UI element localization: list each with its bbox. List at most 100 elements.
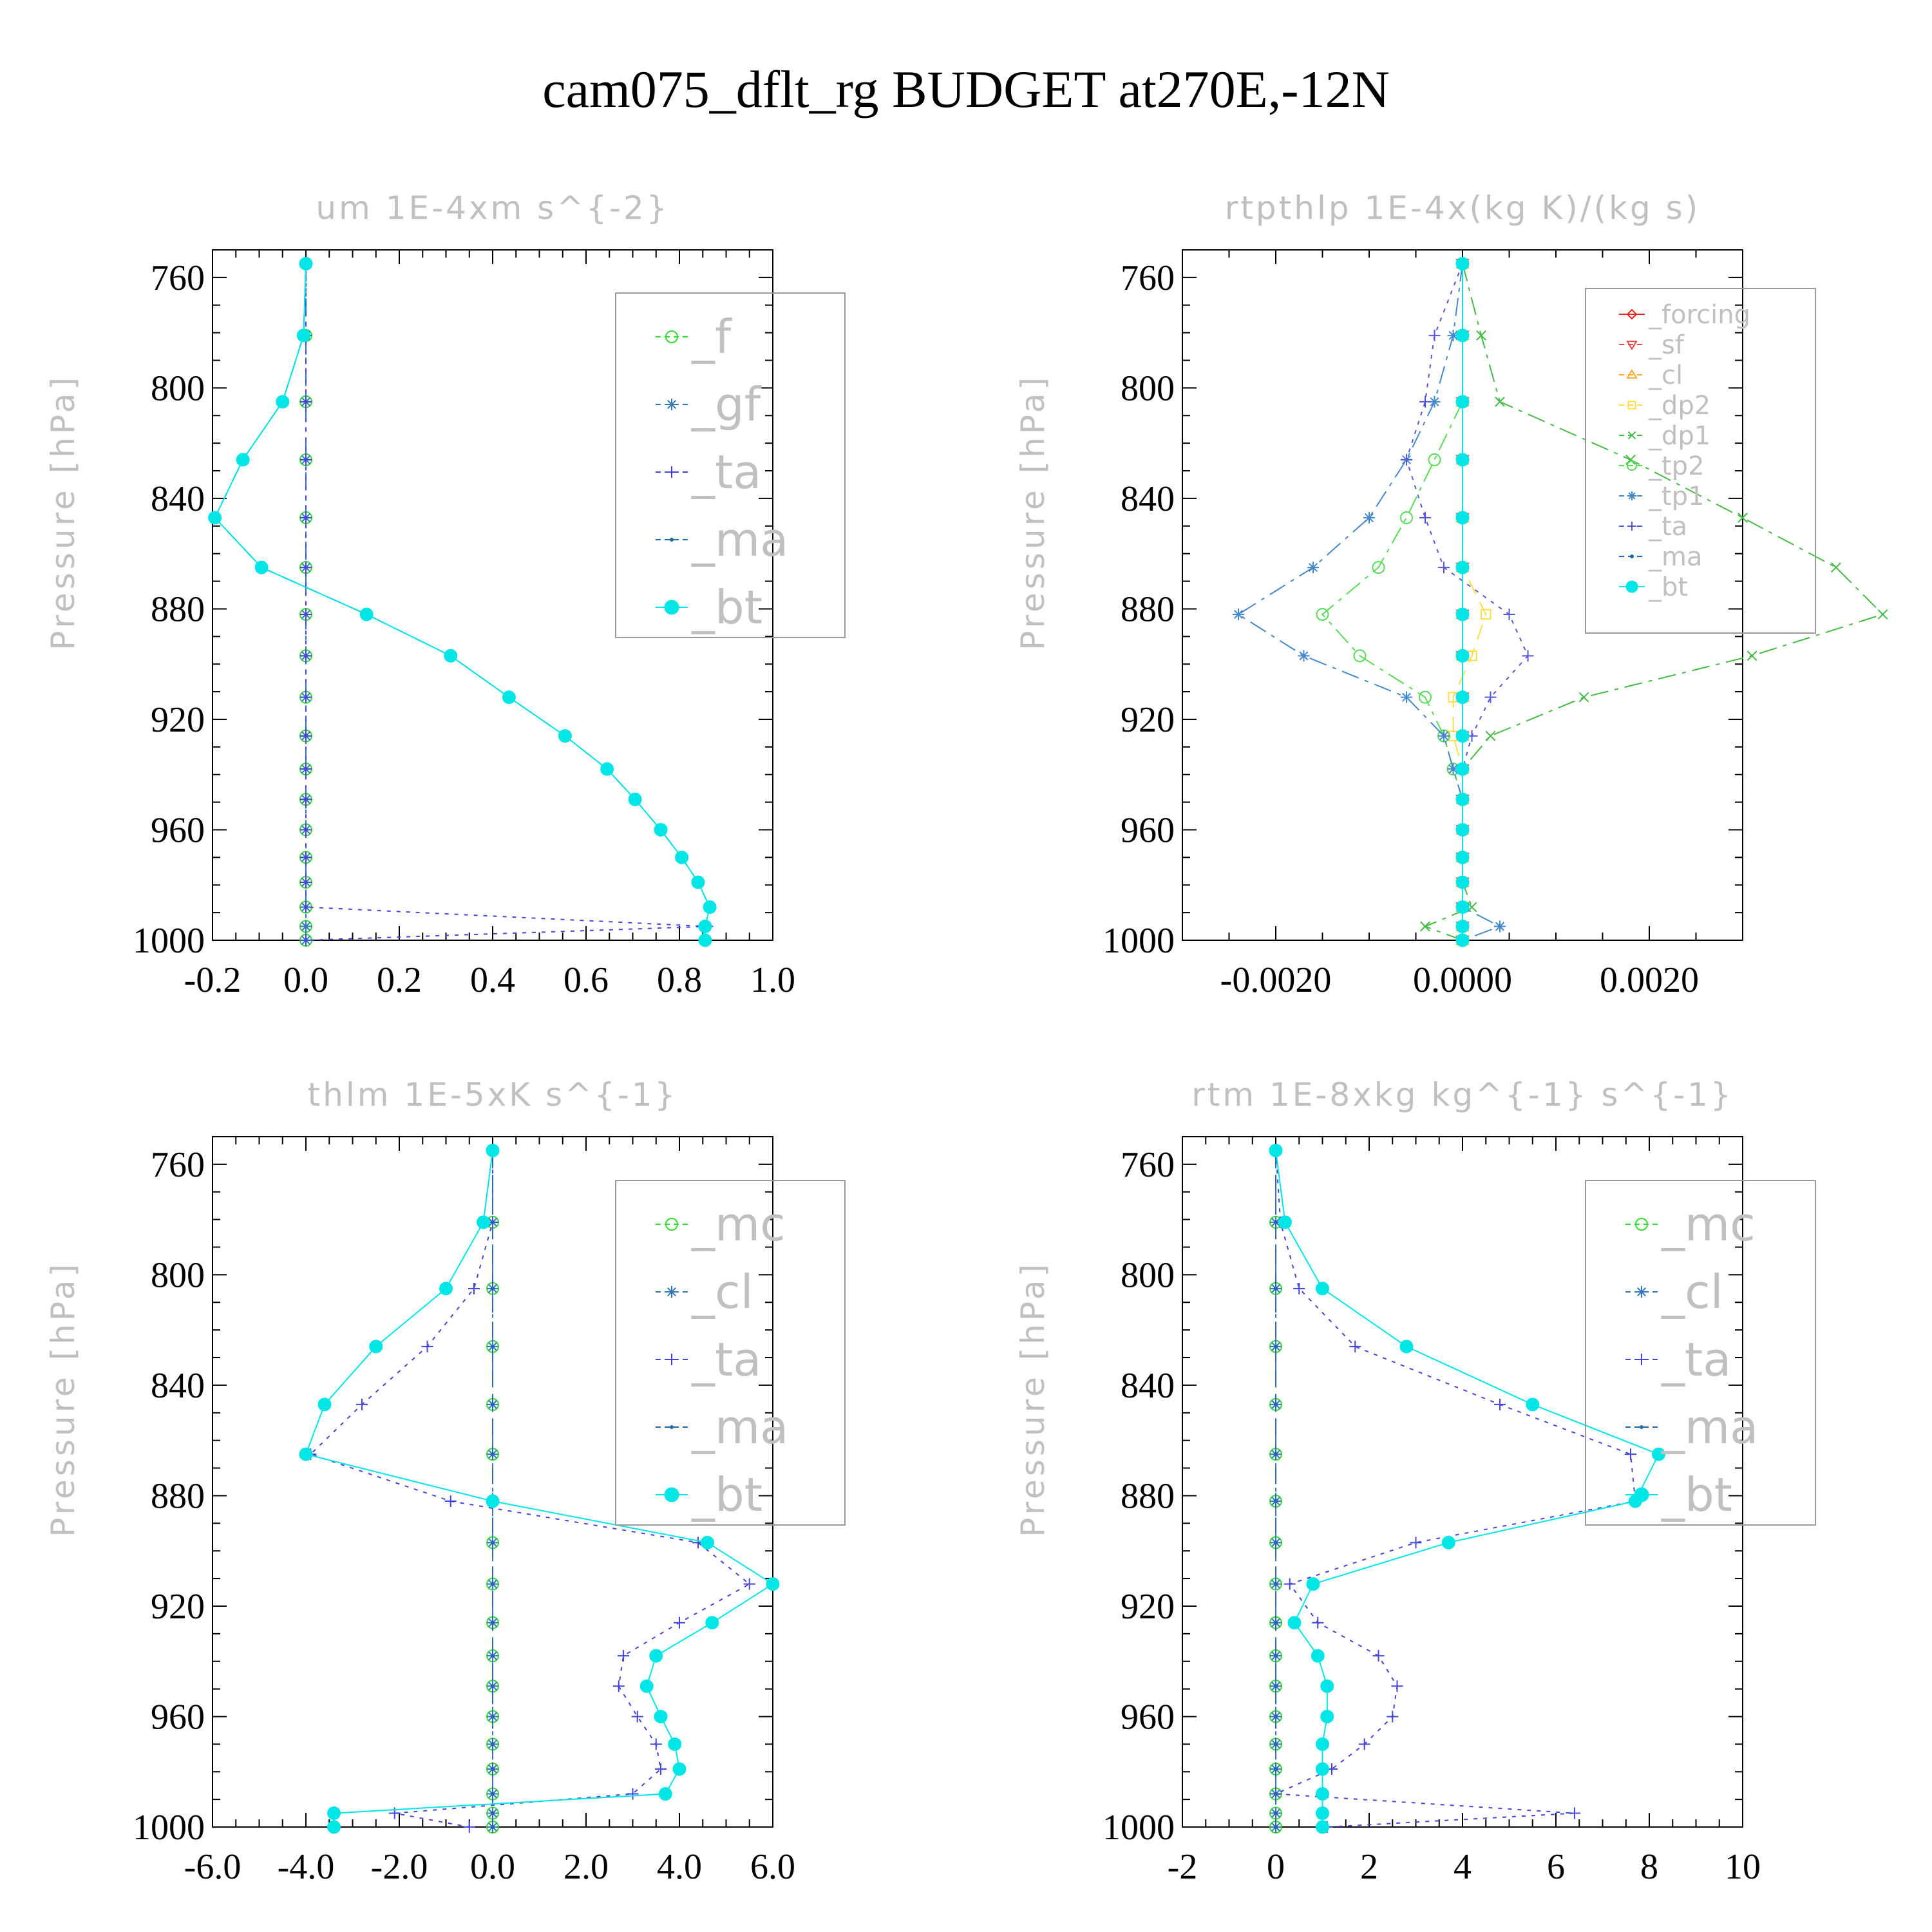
legend-marker xyxy=(1636,1354,1647,1365)
legend-label: _ma xyxy=(1648,542,1702,572)
y-tick-label: 920 xyxy=(151,1587,205,1627)
data-point xyxy=(1526,1397,1540,1412)
data-point xyxy=(300,691,312,703)
y-tick-label: 800 xyxy=(151,1255,205,1295)
y-tick-label: 920 xyxy=(1121,700,1175,740)
data-point xyxy=(1455,850,1470,864)
series-ma xyxy=(213,261,712,942)
data-point xyxy=(1372,1650,1385,1662)
data-point xyxy=(1455,920,1470,934)
data-point xyxy=(1441,1535,1455,1549)
data-point xyxy=(502,690,516,705)
data-point xyxy=(668,1737,682,1751)
data-point xyxy=(1274,1620,1278,1625)
data-point xyxy=(491,1714,495,1719)
data-point xyxy=(1455,607,1470,621)
data-point xyxy=(639,1679,654,1693)
legend-label: _ma xyxy=(1661,1400,1758,1454)
x-tick-label: 2.0 xyxy=(564,1847,609,1887)
y-tick-label: 1000 xyxy=(1103,1808,1175,1848)
data-point xyxy=(1316,1806,1329,1821)
data-point xyxy=(1298,650,1310,662)
x-tick-label: -6.0 xyxy=(184,1847,242,1887)
data-point xyxy=(1306,1577,1320,1591)
data-point xyxy=(1428,395,1441,408)
data-point xyxy=(1419,690,1432,704)
series-ta xyxy=(300,258,714,946)
y-tick-label: 760 xyxy=(1121,258,1175,298)
data-point xyxy=(359,607,374,621)
series-bt xyxy=(1455,256,1470,947)
data-point xyxy=(649,1649,663,1663)
series-line xyxy=(1321,263,1463,940)
data-point xyxy=(1455,900,1470,914)
y-tick-label: 920 xyxy=(1121,1587,1175,1627)
y-axis-label: Pressure [hPa] xyxy=(1014,1261,1052,1537)
data-point xyxy=(1316,1282,1329,1296)
data-point xyxy=(1274,1766,1278,1771)
data-point xyxy=(631,1710,643,1723)
x-tick-label: -0.0020 xyxy=(1220,960,1332,1000)
y-axis-label: Pressure [hPa] xyxy=(44,374,82,650)
x-tick-label: -2 xyxy=(1168,1847,1198,1887)
y-tick-label: 880 xyxy=(151,589,205,629)
data-point xyxy=(1274,1811,1278,1815)
data-point xyxy=(1428,329,1441,341)
plot-frame xyxy=(212,249,773,941)
data-point xyxy=(491,1825,495,1829)
data-point xyxy=(1278,1215,1292,1229)
data-point xyxy=(300,511,312,524)
data-point xyxy=(356,1398,368,1410)
data-point xyxy=(1307,562,1319,574)
data-point xyxy=(1484,691,1497,703)
data-point xyxy=(300,730,312,742)
data-point xyxy=(1455,792,1470,806)
y-tick-label: 1000 xyxy=(1103,921,1175,961)
data-point xyxy=(705,1616,719,1630)
data-point xyxy=(300,793,312,806)
x-tick-label: 0.4 xyxy=(470,960,515,1000)
series-line xyxy=(1275,1150,1660,1827)
data-point xyxy=(1831,562,1841,573)
series-ta xyxy=(1401,258,1534,946)
series-bt xyxy=(299,1143,780,1834)
y-tick-label: 960 xyxy=(151,1697,205,1737)
data-point xyxy=(254,560,269,574)
chart-panel-4: 760 800 840 880 920 960 1000-2 0 2 4 6 8 10 rtm 1E-8x… xyxy=(1014,1076,1816,1887)
y-tick-label: 960 xyxy=(1121,1697,1175,1737)
data-point xyxy=(1233,609,1244,621)
data-point xyxy=(1877,609,1888,620)
data-point xyxy=(1274,1452,1278,1457)
data-point xyxy=(1625,1448,1636,1461)
series-ta xyxy=(305,1144,755,1833)
data-point xyxy=(444,649,458,663)
data-point xyxy=(1578,692,1589,703)
data-point xyxy=(1269,1143,1283,1157)
data-point xyxy=(1316,1762,1329,1776)
y-tick-label: 880 xyxy=(1121,589,1175,629)
series-dp2 xyxy=(1448,258,1492,946)
legend-label: _ta xyxy=(1661,1332,1731,1387)
data-point xyxy=(296,328,310,343)
y-tick-label: 840 xyxy=(151,1366,205,1406)
data-point xyxy=(1311,1649,1325,1663)
x-tick-label: 6.0 xyxy=(750,1847,795,1887)
data-point xyxy=(1455,933,1470,947)
x-tick-label: 10 xyxy=(1725,1847,1761,1887)
data-point xyxy=(491,1684,495,1689)
data-point xyxy=(208,511,222,525)
y-tick-label: 800 xyxy=(151,368,205,408)
legend-box xyxy=(615,292,846,638)
data-point xyxy=(421,1340,433,1352)
data-point xyxy=(300,395,312,408)
legend-label: _dp1 xyxy=(1648,421,1710,451)
data-point xyxy=(1274,1582,1278,1586)
x-tick-label: 0.0 xyxy=(283,960,328,1000)
data-point xyxy=(1419,511,1431,524)
data-point xyxy=(1420,921,1430,932)
legend-label: _ta xyxy=(691,1332,761,1387)
legend-label: _cl xyxy=(1648,361,1683,390)
data-point xyxy=(1476,330,1486,341)
x-tick-label: 0.0 xyxy=(470,1847,515,1887)
